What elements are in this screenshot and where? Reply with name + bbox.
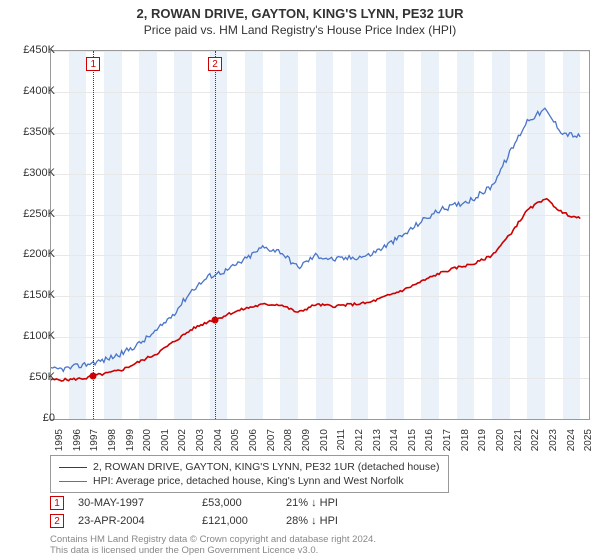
x-axis-label: 2005 [230,429,241,451]
y-axis-label: £400K [23,85,55,97]
x-axis-label: 2001 [160,429,171,451]
sale-date: 30-MAY-1997 [78,497,188,509]
legend-item: HPI: Average price, detached house, King… [59,474,440,488]
sale-price: £53,000 [202,497,272,509]
x-axis-label: 1998 [107,429,118,451]
sale-marker-number: 1 [86,57,100,71]
x-axis-label: 2006 [248,429,259,451]
legend: 2, ROWAN DRIVE, GAYTON, KING'S LYNN, PE3… [50,455,449,493]
x-axis-label: 2021 [513,429,524,451]
chart-lines [51,51,589,419]
y-axis-label: £100K [23,330,55,342]
x-axis-label: 2015 [407,429,418,451]
series-hpi [51,108,580,371]
legend-swatch [59,481,87,482]
y-axis-label: £300K [23,167,55,179]
x-axis-label: 1995 [54,429,65,451]
chart-title: 2, ROWAN DRIVE, GAYTON, KING'S LYNN, PE3… [0,0,600,21]
x-axis-label: 2009 [301,429,312,451]
x-axis-label: 2013 [372,429,383,451]
sale-delta: 28% ↓ HPI [286,515,386,527]
x-axis-label: 2012 [354,429,365,451]
x-axis-label: 2008 [283,429,294,451]
footer-attribution: Contains HM Land Registry data © Crown c… [50,534,376,557]
x-axis-label: 2003 [195,429,206,451]
legend-label: HPI: Average price, detached house, King… [93,475,404,487]
chart-subtitle: Price paid vs. HM Land Registry's House … [0,21,600,37]
x-axis-label: 1997 [89,429,100,451]
sale-marker-line [215,51,216,419]
sale-row: 2 23-APR-2004 £121,000 28% ↓ HPI [50,512,386,530]
x-axis-label: 2010 [319,429,330,451]
sale-row: 1 30-MAY-1997 £53,000 21% ↓ HPI [50,494,386,512]
series-price_paid [51,199,580,381]
y-axis-label: £250K [23,208,55,220]
x-axis-label: 2020 [495,429,506,451]
x-axis-label: 2014 [389,429,400,451]
sale-delta: 21% ↓ HPI [286,497,386,509]
legend-swatch [59,467,87,468]
y-axis-label: £150K [23,289,55,301]
footer-line1: Contains HM Land Registry data © Crown c… [50,534,376,545]
sale-date: 23-APR-2004 [78,515,188,527]
x-axis-label: 2016 [424,429,435,451]
y-axis-label: £50K [29,371,55,383]
chart-plot-area: 1995199619971998199920002001200220032004… [50,50,590,420]
y-axis-label: £350K [23,126,55,138]
y-axis-label: £0 [43,412,55,424]
x-axis-label: 2002 [177,429,188,451]
x-axis-label: 2025 [583,429,594,451]
sale-marker-point [212,317,219,324]
x-axis-label: 2019 [477,429,488,451]
sale-marker-line [93,51,94,419]
chart-container: 2, ROWAN DRIVE, GAYTON, KING'S LYNN, PE3… [0,0,600,560]
sale-marker-number: 2 [208,57,222,71]
x-axis-label: 2023 [548,429,559,451]
x-axis-label: 2011 [336,429,347,451]
x-axis-label: 2024 [566,429,577,451]
sale-number-badge: 2 [50,514,64,528]
x-axis-label: 2022 [530,429,541,451]
sale-number-badge: 1 [50,496,64,510]
x-axis-label: 1999 [125,429,136,451]
x-axis-label: 2018 [460,429,471,451]
x-axis-label: 2007 [266,429,277,451]
y-axis-label: £200K [23,248,55,260]
sales-table: 1 30-MAY-1997 £53,000 21% ↓ HPI 2 23-APR-2004… [50,494,386,530]
x-axis-label: 2000 [142,429,153,451]
x-axis-label: 1996 [72,429,83,451]
sale-price: £121,000 [202,515,272,527]
x-axis-label: 2004 [213,429,224,451]
legend-label: 2, ROWAN DRIVE, GAYTON, KING'S LYNN, PE3… [93,461,440,473]
legend-item: 2, ROWAN DRIVE, GAYTON, KING'S LYNN, PE3… [59,460,440,474]
footer-line2: This data is licensed under the Open Gov… [50,545,376,556]
sale-marker-point [90,372,97,379]
y-axis-label: £450K [23,44,55,56]
x-axis-label: 2017 [442,429,453,451]
